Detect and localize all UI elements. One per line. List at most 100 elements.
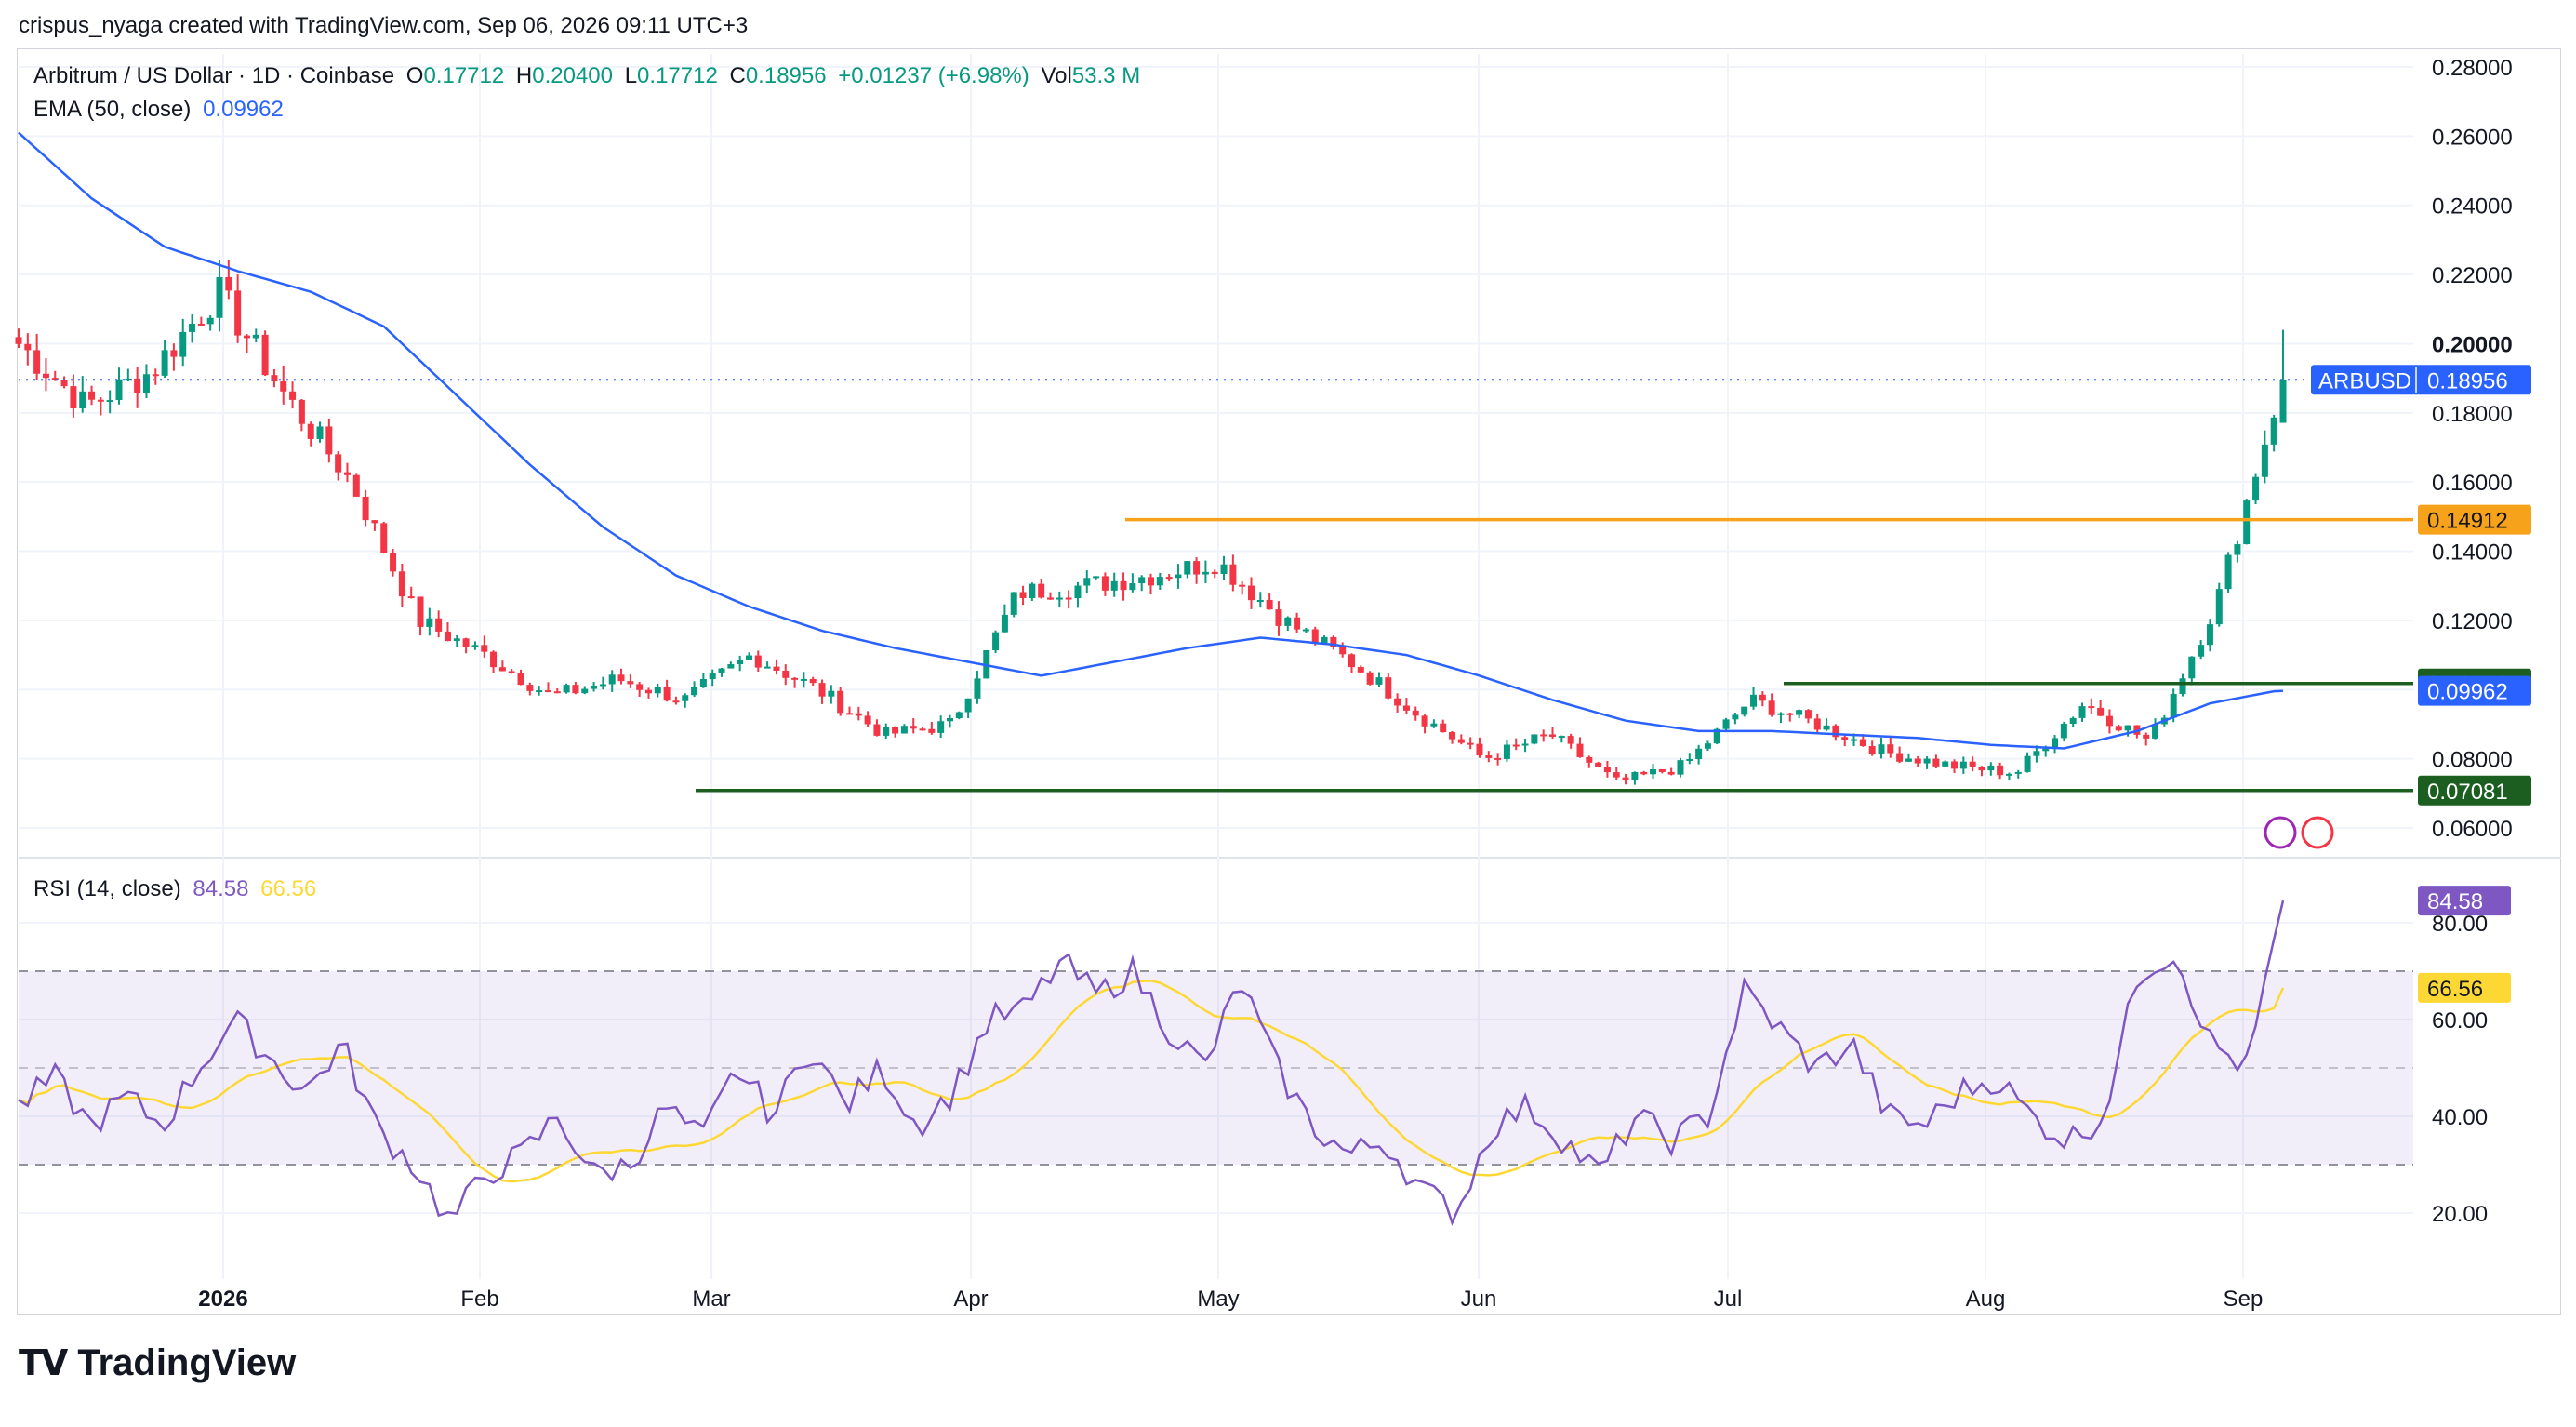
candle-body: [1476, 743, 1483, 756]
candle-body: [481, 645, 488, 652]
candle-body: [2124, 725, 2131, 731]
candle-body: [490, 651, 498, 668]
candle-body: [1449, 731, 1456, 740]
candle-body: [2033, 751, 2040, 756]
candle-body: [1294, 617, 1301, 630]
rsi-line: [18, 900, 2285, 1226]
candle-body: [1978, 767, 1985, 771]
price-tick-label: 0.08000: [2432, 748, 2513, 773]
candle-body: [252, 334, 259, 339]
candle-body: [2206, 624, 2213, 646]
lightning-event-icon: [2264, 816, 2297, 849]
candle-body: [928, 728, 936, 733]
candle-body: [371, 520, 378, 524]
candle-body: [964, 698, 972, 713]
rsi-legend[interactable]: RSI (14, close) 84.58 66.56: [33, 876, 322, 902]
candle-body: [1093, 576, 1100, 579]
price-tick-label: 0.26000: [2432, 125, 2513, 150]
candle-body: [672, 700, 680, 703]
candle-body: [307, 423, 314, 439]
rsi-tick-label: 80.00: [2432, 912, 2488, 937]
volume-value: 53.3 M: [1071, 63, 1141, 88]
candle-body: [161, 350, 168, 376]
candle-body: [390, 553, 397, 572]
candle-body: [1531, 734, 1538, 744]
candle-body: [1631, 771, 1639, 780]
time-tick-label: Feb: [460, 1287, 498, 1312]
candle-body: [1997, 765, 2004, 776]
candle-body: [709, 673, 716, 680]
candle-body: [33, 350, 41, 374]
candle-body: [142, 374, 150, 393]
candle-body: [2252, 476, 2260, 501]
rsi-tick-label: 40.00: [2432, 1105, 2488, 1130]
candle-body: [727, 664, 735, 669]
time-tick-label: Mar: [692, 1287, 730, 1312]
candle-body: [352, 474, 360, 497]
candle-body: [663, 687, 671, 701]
candle-body: [1695, 748, 1703, 759]
candle-body: [407, 596, 415, 599]
candle-body: [782, 670, 790, 678]
candle-body: [1256, 599, 1264, 602]
low-label: L: [624, 63, 638, 88]
candle-body: [828, 690, 835, 697]
candle-body: [1512, 744, 1520, 747]
candle-body: [2170, 694, 2177, 718]
candle-body: [1951, 761, 1959, 769]
rsi-panel: [18, 900, 2413, 1226]
candle-body: [1402, 705, 1410, 711]
candle-body: [1804, 710, 1812, 719]
candle-body: [1722, 719, 1730, 729]
low-value: 0.17712: [637, 63, 718, 88]
candle-body: [1622, 777, 1629, 780]
ema-legend[interactable]: EMA (50, close) 0.09962: [33, 97, 289, 123]
candle-body: [1650, 768, 1657, 775]
open-value: 0.17712: [423, 63, 505, 88]
support-lower-tag-bg: [2418, 775, 2531, 806]
open-label: O: [405, 63, 424, 88]
candle-body: [892, 727, 899, 734]
candle-body: [2152, 724, 2159, 739]
candle-body: [1485, 755, 1493, 758]
candle-body: [1175, 574, 1182, 579]
candle-body: [2279, 380, 2287, 423]
candle-body: [179, 331, 187, 357]
candle-body: [526, 685, 534, 691]
candle-body: [691, 687, 698, 696]
tradingview-wordmark: TradingView: [77, 1341, 297, 1383]
candle-body: [1339, 647, 1347, 655]
candle-body: [1038, 583, 1045, 598]
symbol-label[interactable]: Arbitrum / US Dollar · 1D · Coinbase: [33, 63, 395, 88]
candle-body: [1330, 636, 1337, 647]
candle-body: [974, 678, 981, 699]
candle-body: [1640, 771, 1648, 775]
candle-body: [544, 690, 551, 693]
candle-body: [2143, 734, 2150, 739]
candle-body: [1677, 760, 1684, 775]
candle-body: [1713, 728, 1720, 744]
candle-body: [1896, 753, 1904, 762]
candle-body: [581, 688, 589, 694]
candle-body: [1878, 744, 1885, 754]
candle-body: [1613, 772, 1620, 778]
candle-body: [1467, 742, 1474, 745]
candle-body: [1074, 585, 1082, 599]
candle-body: [1851, 739, 1858, 741]
candle-body: [1138, 577, 1146, 584]
candle-body: [1932, 758, 1940, 767]
candle-body: [2270, 417, 2277, 445]
candle-body: [1120, 580, 1127, 591]
candle-body: [754, 655, 762, 668]
candle-body: [1001, 614, 1008, 633]
candle-body: [88, 391, 96, 400]
candle-body: [42, 373, 49, 379]
candle-body: [900, 726, 908, 734]
candle-body: [1823, 725, 1830, 730]
candle-body: [1595, 762, 1602, 767]
candle-body: [718, 668, 725, 674]
tradingview-logo[interactable]: TV TradingView: [19, 1340, 296, 1386]
time-tick-label: Sep: [2224, 1287, 2264, 1312]
candle-body: [1412, 710, 1419, 716]
